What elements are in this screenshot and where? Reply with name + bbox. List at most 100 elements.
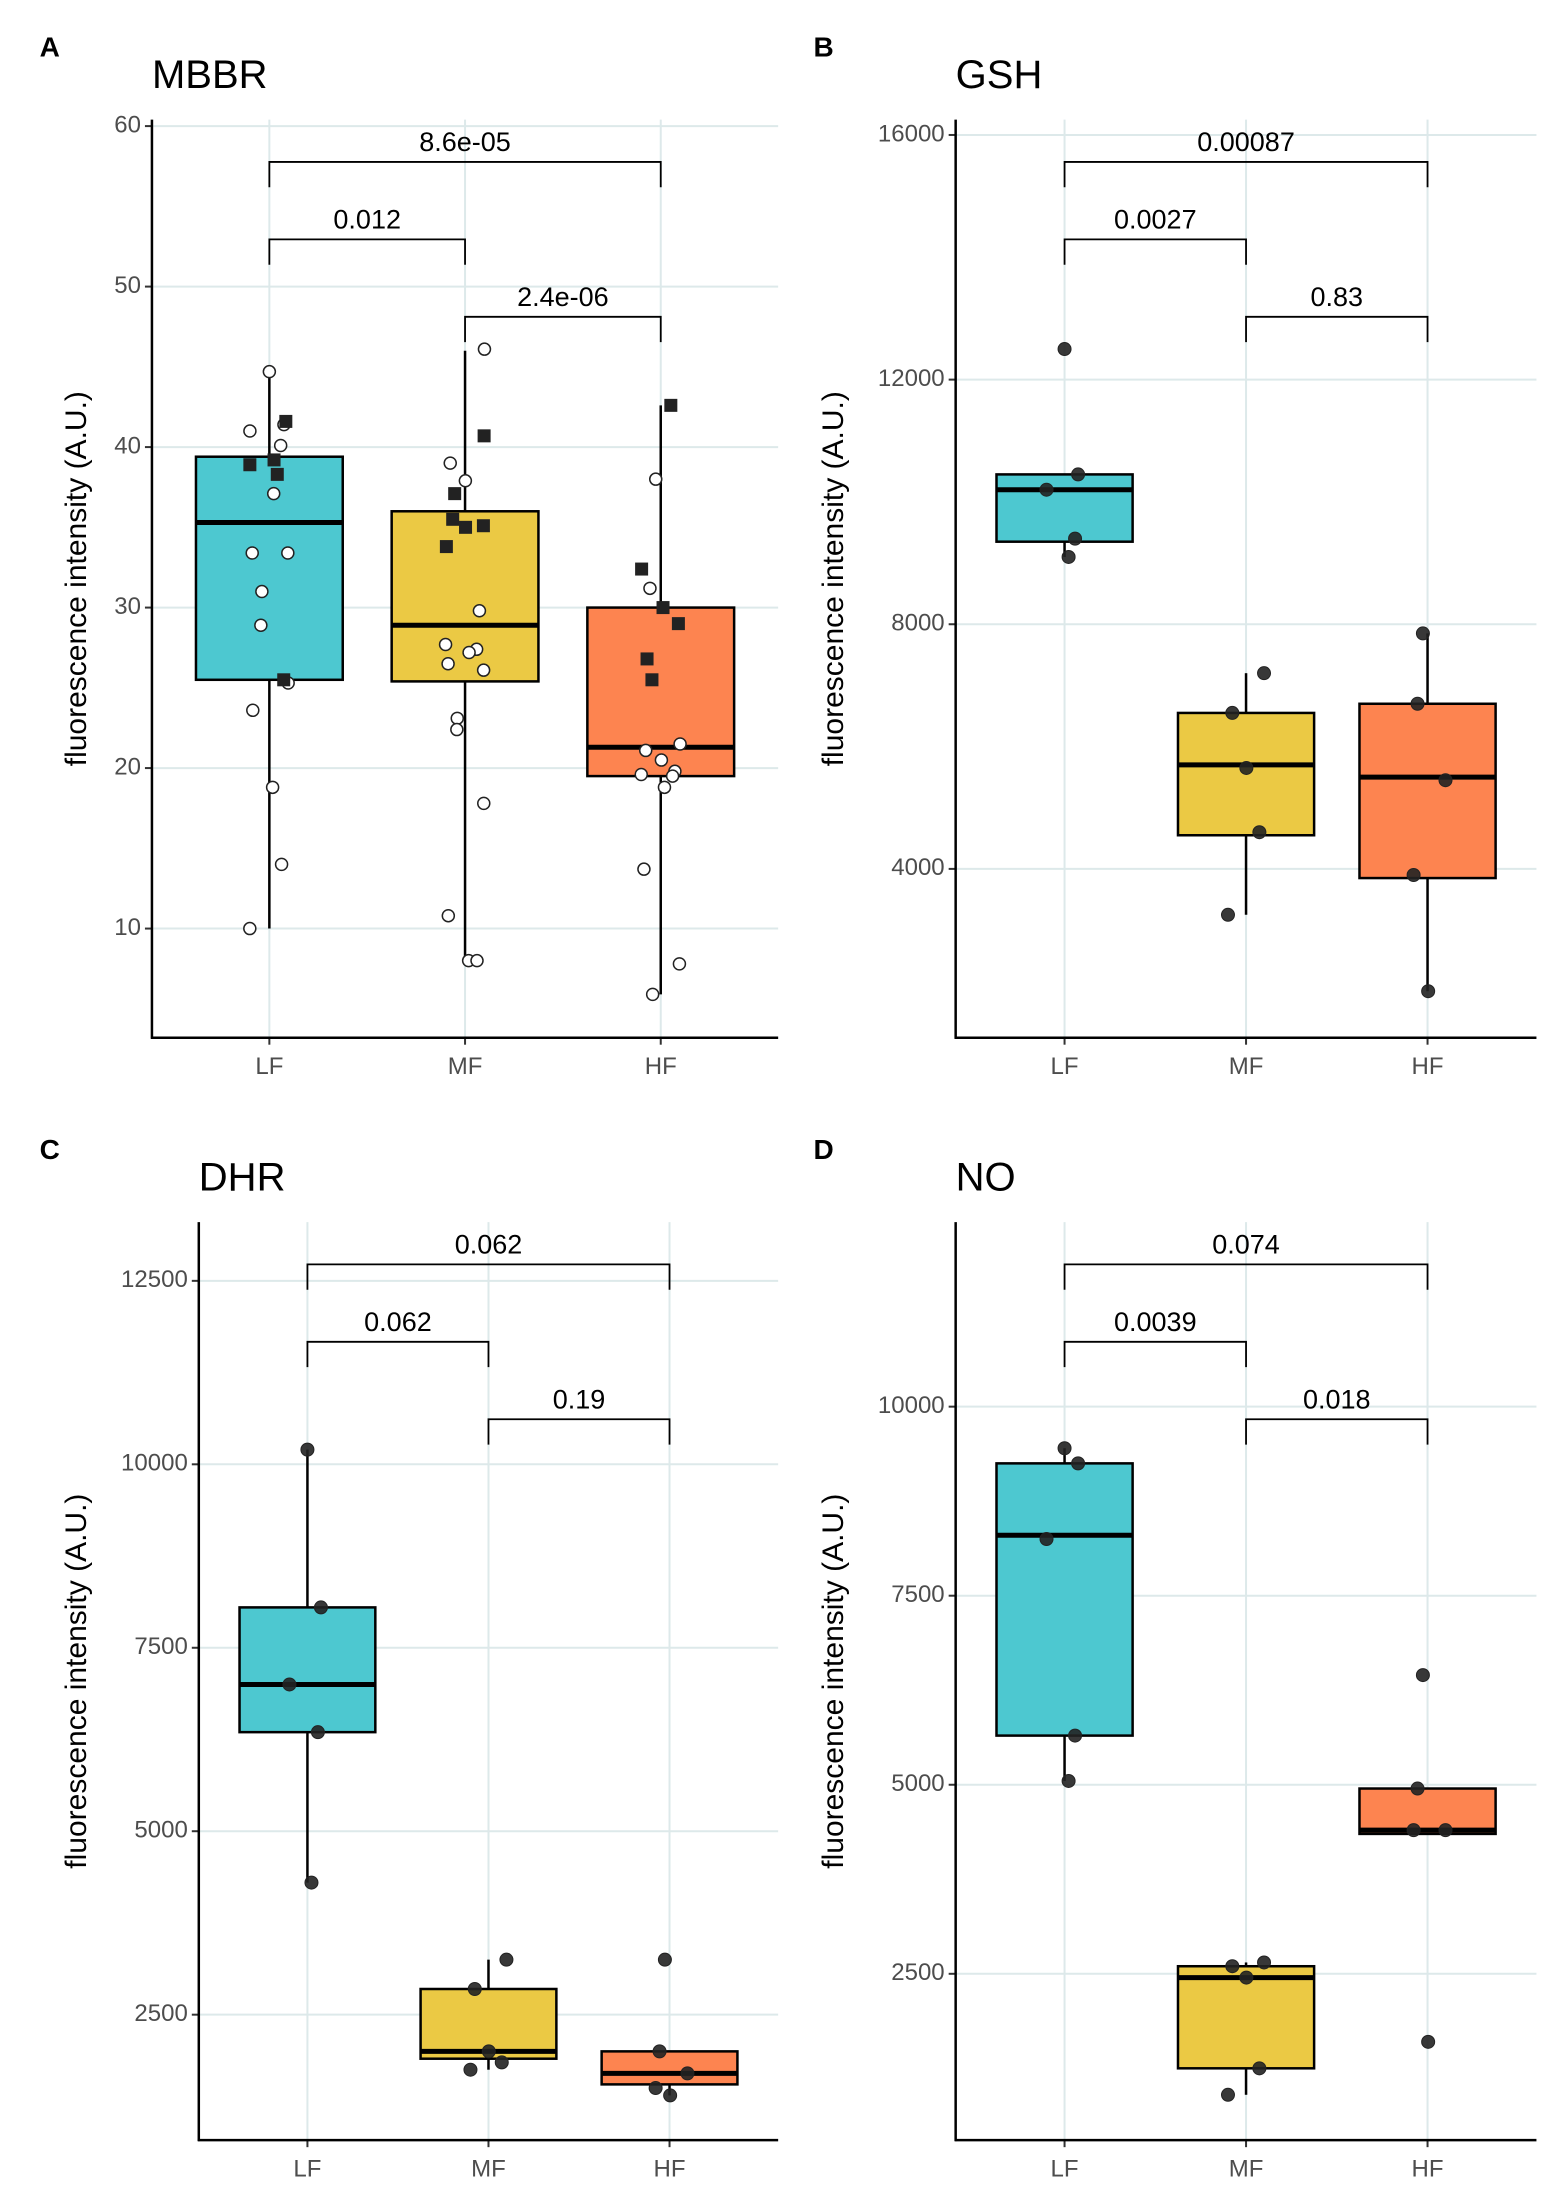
point (634, 767, 648, 782)
y-axis-label: fluorescence intensity (A.U.) (817, 391, 850, 766)
point (279, 414, 293, 428)
bracket (1063, 1263, 1429, 1290)
point (640, 652, 654, 666)
y-tick-label: 4000 (891, 854, 944, 881)
panel-label: B (813, 32, 833, 63)
point (300, 1442, 315, 1457)
point (1039, 482, 1054, 497)
box (238, 1606, 377, 1734)
point (1220, 2087, 1235, 2102)
point (246, 703, 260, 718)
y-tick-label: 10 (114, 914, 141, 941)
point (467, 1981, 482, 1996)
point (1406, 1823, 1421, 1838)
bracket (464, 315, 662, 343)
point (643, 581, 657, 596)
point (657, 780, 672, 795)
x-tick-label: LF (293, 2156, 321, 2183)
p-value-label: 0.19 (553, 1384, 606, 1414)
box (1358, 1787, 1497, 1836)
chart-title: NO (956, 1155, 1016, 1199)
x-tick-label: MF (471, 2156, 506, 2183)
point (499, 1952, 514, 1967)
point (458, 474, 473, 488)
point (680, 2066, 695, 2081)
y-tick-label: 12000 (878, 365, 945, 392)
point (477, 796, 491, 811)
y-tick-label: 7500 (891, 1581, 944, 1608)
box (586, 606, 736, 778)
point (463, 2062, 478, 2077)
point (663, 2088, 678, 2103)
point (1252, 825, 1267, 840)
point (476, 663, 491, 677)
point (1225, 1959, 1240, 1974)
y-tick-label: 12500 (121, 1266, 188, 1293)
point (1410, 1781, 1425, 1796)
point (446, 512, 460, 526)
x-tick-label: HF (1412, 2156, 1444, 2183)
point (645, 987, 660, 1002)
box (419, 1987, 558, 2060)
y-tick-label: 10000 (878, 1392, 945, 1419)
point (477, 429, 491, 443)
point (648, 2081, 663, 2096)
x-tick-label: LF (255, 1053, 283, 1080)
y-tick-label: 16000 (878, 120, 945, 147)
point (635, 562, 649, 576)
point (266, 486, 281, 501)
point (459, 520, 473, 534)
point (243, 921, 257, 936)
point (441, 908, 456, 923)
point (273, 438, 288, 453)
x-tick-label: HF (645, 1053, 677, 1080)
point (1061, 1773, 1076, 1788)
point (652, 2044, 667, 2059)
point (448, 487, 462, 501)
y-tick-label: 5000 (891, 1770, 944, 1797)
point (1406, 868, 1421, 883)
point (439, 540, 453, 554)
p-value-label: 8.6e-05 (419, 127, 511, 157)
y-tick-label: 40 (114, 432, 141, 459)
y-tick-label: 2500 (891, 1959, 944, 1986)
point (1068, 531, 1083, 546)
box (600, 2050, 739, 2086)
point (1415, 1668, 1430, 1683)
bracket (268, 238, 466, 265)
point (470, 953, 484, 968)
point (310, 1725, 325, 1740)
point (1239, 1970, 1254, 1985)
x-tick-label: LF (1051, 2156, 1079, 2183)
point (1039, 1531, 1054, 1546)
point (648, 472, 663, 486)
p-value-label: 0.062 (364, 1307, 432, 1337)
point (267, 453, 281, 467)
point (450, 711, 465, 726)
panel-label: A (40, 32, 60, 63)
point (282, 1677, 297, 1692)
point (254, 618, 268, 632)
bracket (1063, 238, 1247, 265)
point (1410, 696, 1425, 711)
point (1421, 984, 1436, 999)
point (665, 769, 680, 783)
chart-title: MBBR (152, 53, 268, 97)
point (656, 601, 670, 615)
point (1071, 467, 1086, 482)
y-axis-label: fluorescence intensity (A.U.) (817, 1494, 850, 1869)
y-tick-label: 2500 (134, 2000, 187, 2027)
point (673, 737, 687, 751)
point (262, 364, 277, 379)
point (477, 342, 492, 356)
y-tick-label: 20 (114, 753, 141, 780)
x-tick-label: LF (1051, 1053, 1079, 1080)
y-tick-label: 5000 (134, 1817, 187, 1844)
point (443, 456, 457, 470)
y-tick-label: 10000 (121, 1450, 188, 1477)
point (481, 2044, 496, 2059)
point (645, 673, 659, 687)
point (313, 1600, 328, 1615)
y-axis-label: fluorescence intensity (A.U.) (60, 391, 93, 766)
